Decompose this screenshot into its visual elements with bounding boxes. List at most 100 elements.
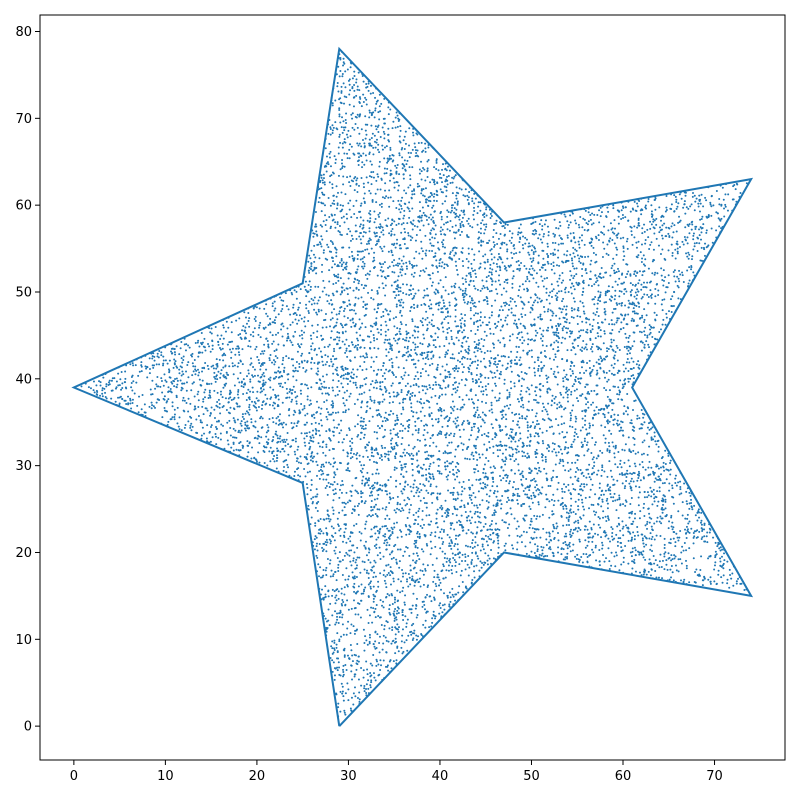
scatter-point bbox=[451, 400, 454, 403]
scatter-point bbox=[479, 511, 482, 514]
scatter-point bbox=[491, 268, 494, 271]
scatter-point bbox=[582, 217, 585, 220]
scatter-point bbox=[317, 500, 320, 503]
scatter-point bbox=[335, 255, 338, 258]
scatter-point bbox=[405, 639, 408, 642]
scatter-point bbox=[243, 311, 246, 314]
scatter-point bbox=[343, 655, 346, 658]
scatter-point bbox=[363, 265, 366, 268]
scatter-point bbox=[391, 626, 394, 629]
scatter-point bbox=[247, 451, 250, 454]
scatter-point bbox=[583, 218, 586, 221]
scatter-point bbox=[574, 475, 577, 478]
scatter-point bbox=[586, 544, 589, 547]
scatter-point bbox=[415, 264, 418, 267]
scatter-point bbox=[124, 377, 127, 380]
scatter-point bbox=[87, 386, 90, 389]
scatter-point bbox=[412, 559, 415, 562]
scatter-point bbox=[660, 522, 663, 525]
scatter-point bbox=[406, 578, 409, 581]
scatter-point bbox=[637, 470, 640, 473]
scatter-point bbox=[603, 311, 606, 314]
scatter-point bbox=[457, 591, 460, 594]
scatter-point bbox=[721, 581, 724, 584]
scatter-point bbox=[408, 423, 411, 426]
scatter-point bbox=[432, 441, 435, 444]
scatter-point bbox=[338, 638, 341, 641]
scatter-point bbox=[684, 194, 687, 197]
scatter-point bbox=[524, 313, 527, 316]
scatter-point bbox=[598, 486, 601, 489]
scatter-point bbox=[119, 395, 122, 398]
scatter-point bbox=[389, 475, 392, 478]
scatter-point bbox=[504, 463, 507, 466]
scatter-point bbox=[259, 368, 262, 371]
scatter-point bbox=[482, 390, 485, 393]
scatter-point bbox=[379, 659, 382, 662]
scatter-point bbox=[552, 525, 555, 528]
scatter-point bbox=[517, 439, 520, 442]
scatter-point bbox=[542, 385, 545, 388]
scatter-point bbox=[269, 386, 272, 389]
scatter-point bbox=[383, 569, 386, 572]
scatter-point bbox=[420, 219, 423, 222]
scatter-point bbox=[701, 528, 704, 531]
scatter-point bbox=[131, 402, 134, 405]
scatter-point bbox=[394, 339, 397, 342]
scatter-point bbox=[239, 359, 242, 362]
scatter-point bbox=[643, 223, 646, 226]
scatter-point bbox=[609, 489, 612, 492]
scatter-point bbox=[395, 618, 398, 621]
scatter-point bbox=[505, 433, 508, 436]
scatter-point bbox=[415, 559, 418, 562]
scatter-point bbox=[228, 419, 231, 422]
scatter-point bbox=[696, 519, 699, 522]
scatter-point bbox=[484, 388, 487, 391]
scatter-point bbox=[454, 251, 457, 254]
scatter-point bbox=[390, 251, 393, 254]
scatter-point bbox=[441, 506, 444, 509]
scatter-point bbox=[313, 302, 316, 305]
scatter-point bbox=[693, 209, 696, 212]
scatter-point bbox=[303, 359, 306, 362]
scatter-point bbox=[391, 127, 394, 130]
scatter-point bbox=[564, 215, 567, 218]
scatter-point bbox=[665, 209, 668, 212]
scatter-point bbox=[362, 197, 365, 200]
scatter-point bbox=[679, 579, 682, 582]
scatter-point bbox=[521, 415, 524, 418]
scatter-point bbox=[587, 220, 590, 223]
scatter-point bbox=[448, 542, 451, 545]
scatter-point bbox=[670, 559, 673, 562]
scatter-point bbox=[312, 299, 315, 302]
scatter-point bbox=[485, 540, 488, 543]
scatter-point bbox=[360, 490, 363, 493]
scatter-point bbox=[348, 181, 351, 184]
scatter-point bbox=[334, 473, 337, 476]
scatter-point bbox=[678, 215, 681, 218]
scatter-point bbox=[400, 490, 403, 493]
scatter-point bbox=[623, 461, 626, 464]
scatter-point bbox=[449, 182, 452, 185]
scatter-point bbox=[579, 516, 582, 519]
scatter-point bbox=[614, 227, 616, 230]
scatter-point bbox=[687, 257, 690, 260]
scatter-point bbox=[705, 229, 708, 232]
scatter-point bbox=[475, 564, 478, 567]
scatter-point bbox=[380, 368, 383, 371]
scatter-point bbox=[420, 247, 423, 250]
scatter-point bbox=[459, 521, 462, 524]
scatter-point bbox=[423, 195, 426, 198]
scatter-point bbox=[661, 248, 664, 251]
scatter-point bbox=[490, 283, 493, 286]
scatter-point bbox=[518, 331, 521, 334]
scatter-point bbox=[378, 508, 381, 511]
scatter-point bbox=[358, 393, 361, 396]
scatter-point bbox=[590, 284, 593, 287]
scatter-point bbox=[461, 216, 464, 219]
scatter-point bbox=[187, 410, 190, 413]
scatter-point bbox=[347, 620, 350, 623]
scatter-point bbox=[339, 97, 342, 100]
scatter-point bbox=[571, 342, 574, 345]
scatter-point bbox=[573, 383, 576, 386]
